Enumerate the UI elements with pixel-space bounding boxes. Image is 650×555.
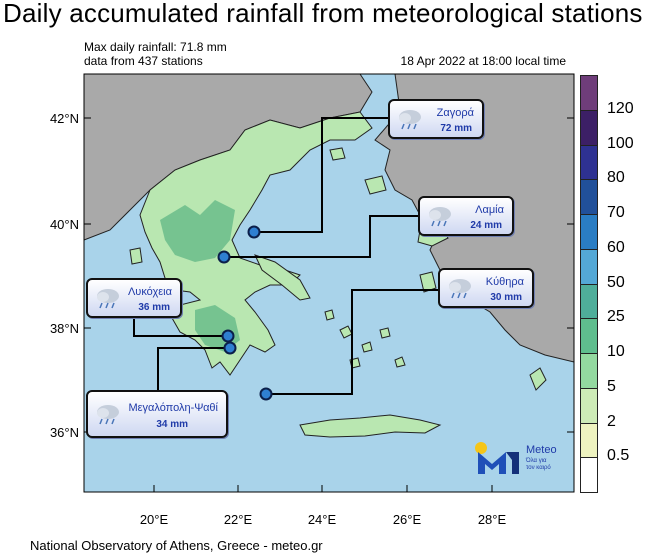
latitude-axis: 42°N 40°N 38°N 36°N: [50, 111, 574, 440]
colorbar-segment: [580, 75, 598, 111]
station-value: 34 mm: [156, 419, 188, 430]
lon-tick-label: 28°E: [478, 512, 507, 527]
station-count-text: data from 437 stations: [84, 54, 203, 68]
rhodes-island: [529, 367, 547, 391]
logo-name: Meteo: [526, 444, 557, 456]
colorbar-segment: [580, 457, 598, 493]
colorbar-label: 100: [607, 134, 634, 152]
logo-tagline-line: τον καιρό: [526, 465, 551, 471]
colorbar-label: 10: [607, 343, 625, 360]
footer-credit: National Observatory of Athens, Greece -…: [30, 538, 323, 553]
connector-lamia: [224, 215, 418, 258]
colorbar-label: 120: [607, 99, 634, 117]
logo-tagline-line: Όλα για: [526, 458, 547, 464]
chios-island: [419, 271, 437, 293]
colorbar-segment: [580, 179, 598, 215]
station-marker-zagora[interactable]: [247, 225, 261, 239]
colorbar-segment: [580, 283, 598, 320]
lat-tick-label: 42°N: [50, 111, 79, 126]
lat-tick-label: 38°N: [50, 321, 79, 336]
lon-tick-label: 24°E: [308, 512, 337, 527]
colorbar-label: 70: [607, 204, 625, 221]
station-marker-lamia[interactable]: [217, 250, 231, 264]
rainfall-colorbar: [580, 75, 598, 493]
station-name: Ζαγορά: [436, 107, 474, 119]
colorbar-label: 0.5: [607, 447, 630, 465]
station-value: 72 mm: [440, 123, 472, 134]
colorbar-segment: [580, 353, 598, 389]
station-callout-lamia[interactable]: Λαμία 24 mm: [418, 196, 514, 236]
colorbar-segment: [580, 214, 598, 250]
station-callout-megalopoli[interactable]: Μεγαλόπολη-Ψαθί 34 mm: [86, 390, 228, 438]
station-name: Μεγαλόπολη-Ψαθί: [128, 402, 218, 414]
euboea-island: [254, 254, 311, 301]
rain-cloud-icon: [429, 207, 451, 227]
station-callout-lykochia[interactable]: Λυκόχεια 36 mm: [86, 278, 182, 318]
colorbar-segment: [580, 318, 598, 354]
station-name: Κύθηρα: [485, 276, 524, 288]
lon-tick-label: 22°E: [224, 512, 253, 527]
meteo-logo-icon: [475, 442, 519, 474]
lat-tick-label: 40°N: [50, 217, 79, 232]
station-marker-kythira[interactable]: [259, 387, 273, 401]
logo-tagline: Όλα για τον καιρό: [526, 458, 551, 472]
station-marker-lykochia[interactable]: [221, 329, 235, 343]
colorbar-label: 5: [607, 377, 616, 395]
colorbar-label: 60: [607, 238, 625, 256]
station-value: 30 mm: [490, 292, 522, 303]
connector-kythira: [266, 289, 438, 395]
colorbar-segment: [580, 422, 598, 459]
colorbar-segment: [580, 109, 598, 146]
station-callout-zagora[interactable]: Ζαγορά 72 mm: [388, 99, 484, 139]
connector-zagora: [254, 117, 388, 233]
colorbar-label: 2: [607, 412, 616, 430]
station-value: 24 mm: [470, 220, 502, 231]
limnos-island: [364, 175, 387, 195]
rain-cloud-icon: [97, 289, 119, 309]
station-markers: [217, 225, 273, 401]
colorbar-label: 80: [607, 169, 625, 187]
colorbar-label: 50: [607, 273, 625, 291]
rain-cloud-icon: [399, 110, 421, 130]
timestamp-text: 18 Apr 2022 at 18:00 local time: [400, 54, 566, 68]
colorbar-label: 25: [607, 308, 625, 326]
station-callout-kythira[interactable]: Κύθηρα 30 mm: [438, 268, 534, 308]
thasos-island: [329, 147, 346, 161]
lat-tick-label: 36°N: [50, 425, 79, 440]
station-value: 36 mm: [138, 302, 170, 313]
greece-mid-rainfall: [160, 200, 235, 262]
map-title: Daily accumulated rainfall from meteorol…: [3, 0, 643, 28]
station-marker-megalopoli[interactable]: [223, 341, 237, 355]
longitude-axis: 20°E 22°E 24°E 26°E 28°E: [140, 485, 507, 527]
connector-megalopoli: [157, 347, 230, 390]
max-rainfall-text: Max daily rainfall: 71.8 mm: [84, 40, 227, 54]
crete-island: [299, 414, 442, 438]
rain-cloud-icon: [97, 405, 119, 425]
callout-connectors: [133, 117, 438, 395]
colorbar-segment: [580, 387, 598, 424]
colorbar-segment: [580, 248, 598, 285]
rain-cloud-icon: [449, 279, 471, 299]
lon-tick-label: 20°E: [140, 512, 169, 527]
lon-tick-label: 26°E: [393, 512, 422, 527]
meteo-logo: Meteo Όλα για τον καιρό: [474, 440, 564, 476]
station-name: Λυκόχεια: [127, 286, 172, 298]
colorbar-segment: [580, 144, 598, 181]
station-name: Λαμία: [475, 204, 504, 216]
summary-info: Max daily rainfall: 71.8 mm data from 43…: [84, 40, 227, 68]
map-frame: [83, 73, 575, 493]
